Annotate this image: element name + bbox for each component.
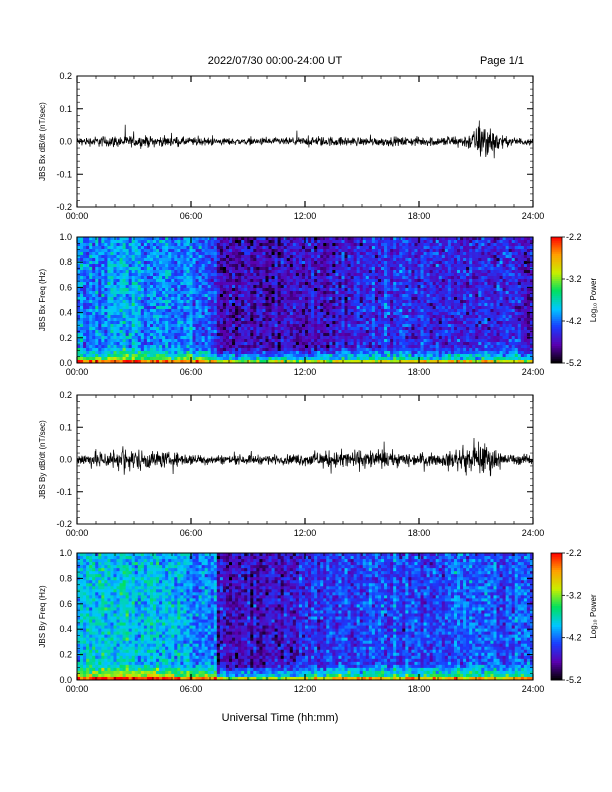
x-tick-label: 06:00 bbox=[180, 684, 203, 694]
x-tick-label: 00:00 bbox=[66, 211, 89, 221]
x-tick-label: 00:00 bbox=[66, 367, 89, 377]
plot-title: 2022/07/30 00:00-24:00 UT bbox=[208, 55, 343, 67]
colorbar-label: Log₁₀ Power bbox=[589, 278, 598, 323]
colorbar-label: Log₁₀ Power bbox=[589, 594, 598, 639]
y-tick-label: 1.0 bbox=[59, 548, 72, 558]
x-tick-label: 00:00 bbox=[66, 684, 89, 694]
y-tick-label: -0.1 bbox=[56, 169, 72, 179]
x-tick-label: 12:00 bbox=[294, 684, 317, 694]
y-tick-label: 0.2 bbox=[59, 71, 72, 81]
x-axis-title: Universal Time (hh:mm) bbox=[222, 712, 339, 724]
colorbar-tick-label: -4.2 bbox=[566, 633, 582, 643]
y-tick-label: 0.1 bbox=[59, 104, 72, 114]
bx-spectrogram-panel: 00:00 06:00 12:00 18:00 24:00 1.0 0.8 0.6 0.4 0.2… bbox=[38, 232, 544, 377]
y-tick-label: 0.1 bbox=[59, 422, 72, 432]
x-tick-label: 24:00 bbox=[522, 528, 545, 538]
y-axis-label: JBS By dB/dt (nT/sec) bbox=[38, 420, 47, 499]
colorbar-tick-label: -5.2 bbox=[566, 358, 582, 368]
by-dbdt-panel: 00:00 06:00 12:00 18:00 24:00 0.2 0.1 0.0 -0.1 -0… bbox=[38, 390, 544, 538]
spectrogram-cells bbox=[77, 553, 534, 681]
by-spectrogram-panel: 00:00 06:00 12:00 18:00 24:00 1.0 0.8 0.6 0.4 0.2… bbox=[38, 548, 544, 694]
y-tick-label: -0.1 bbox=[56, 487, 72, 497]
x-tick-label: 00:00 bbox=[66, 528, 89, 538]
x-tick-label: 24:00 bbox=[522, 684, 545, 694]
y-tick-label: 0.4 bbox=[59, 624, 72, 634]
colorbar-frame bbox=[550, 552, 563, 681]
y-tick-label: 0.0 bbox=[59, 358, 72, 368]
x-tick-label: 24:00 bbox=[522, 211, 545, 221]
y-tick-label: -0.2 bbox=[56, 202, 72, 212]
x-tick-label: 24:00 bbox=[522, 367, 545, 377]
signal-trace bbox=[76, 437, 534, 477]
x-tick-label: 06:00 bbox=[180, 367, 203, 377]
bx-colorbar: -2.2 -3.2 -4.2 -5.2 Log₁₀ Power bbox=[550, 232, 598, 368]
y-tick-label: 0.0 bbox=[59, 675, 72, 685]
signal-trace bbox=[76, 120, 534, 159]
y-tick-label: 1.0 bbox=[59, 232, 72, 242]
x-tick-label: 18:00 bbox=[408, 684, 431, 694]
y-tick-label: 0.6 bbox=[59, 282, 72, 292]
y-tick-label: 0.2 bbox=[59, 333, 72, 343]
x-tick-label: 06:00 bbox=[180, 528, 203, 538]
y-axis-label: JBS Bx dB/dt (nT/sec) bbox=[38, 102, 47, 181]
colorbar-tick-label: -4.2 bbox=[566, 316, 582, 326]
x-tick-label: 18:00 bbox=[408, 211, 431, 221]
colorbar-tick-label: -3.2 bbox=[566, 590, 582, 600]
y-tick-label: 0.2 bbox=[59, 650, 72, 660]
y-tick-label: 0.4 bbox=[59, 308, 72, 318]
x-tick-label: 12:00 bbox=[294, 367, 317, 377]
y-tick-label: 0.0 bbox=[59, 137, 72, 147]
y-axis-label: JBS Bx Freq (Hz) bbox=[38, 269, 47, 332]
colorbar-tick-label: -2.2 bbox=[566, 548, 582, 558]
colorbar-tick-label: -5.2 bbox=[566, 675, 582, 685]
bx-dbdt-panel: 00:00 06:00 12:00 18:00 24:00 0.2 0.1 0.0 -0.1 -0… bbox=[38, 71, 544, 221]
x-tick-label: 18:00 bbox=[408, 367, 431, 377]
y-tick-label: 0.6 bbox=[59, 599, 72, 609]
by-colorbar: -2.2 -3.2 -4.2 -5.2 Log₁₀ Power bbox=[550, 548, 598, 685]
x-tick-label: 12:00 bbox=[294, 211, 317, 221]
spectrogram-cells bbox=[77, 237, 534, 364]
x-tick-label: 12:00 bbox=[294, 528, 317, 538]
colorbar-tick-label: -3.2 bbox=[566, 274, 582, 284]
page-indicator: Page 1/1 bbox=[480, 55, 524, 67]
x-tick-label: 06:00 bbox=[180, 211, 203, 221]
y-tick-label: 0.8 bbox=[59, 573, 72, 583]
y-tick-label: 0.8 bbox=[59, 257, 72, 267]
colorbar-tick-label: -2.2 bbox=[566, 232, 582, 242]
y-tick-label: -0.2 bbox=[56, 519, 72, 529]
colorbar-frame bbox=[550, 236, 563, 364]
x-tick-label: 18:00 bbox=[408, 528, 431, 538]
y-tick-label: 0.2 bbox=[59, 390, 72, 400]
y-axis-label: JBS By Freq (Hz) bbox=[38, 585, 47, 648]
y-tick-label: 0.0 bbox=[59, 455, 72, 465]
